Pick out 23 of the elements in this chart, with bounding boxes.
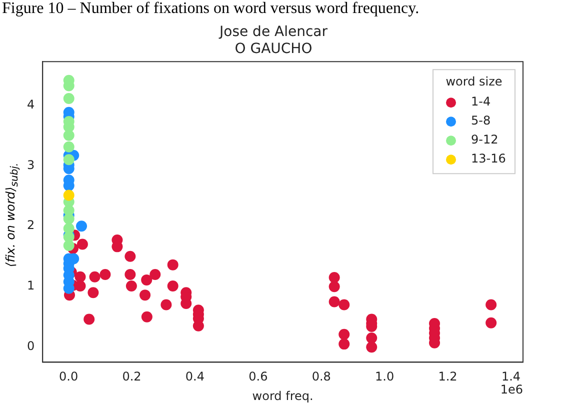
y-tick-label: 0 — [26, 339, 35, 354]
chart-subtitle: O GAUCHO — [234, 40, 312, 57]
y-tick-label: 4 — [26, 97, 35, 112]
legend-label: 5-8 — [471, 114, 491, 128]
legend-title: word size — [446, 74, 502, 89]
legend-label: 9-12 — [471, 132, 498, 147]
x-tick-label: 0.2 — [122, 370, 142, 384]
x-tick-label: 1.2 — [438, 370, 458, 384]
x-tick-label: 0.8 — [312, 370, 331, 384]
text: 1e6 — [500, 382, 523, 396]
y-tick-label: 3 — [26, 158, 35, 172]
x-tick-label: 1.0 — [375, 370, 394, 384]
legend-label: 1-4 — [471, 94, 491, 109]
x-tick-label: 0.4 — [185, 370, 205, 384]
x-tick-label: 0.0 — [59, 370, 78, 384]
x-tick-label: 1.4 — [501, 370, 521, 384]
y-tick-label: 2 — [26, 218, 35, 232]
x-tick-label: 0.6 — [248, 370, 268, 384]
legend-label: 13-16 — [471, 152, 506, 166]
chart-title: Jose de Alencar — [218, 24, 328, 40]
caption: Figure 10 – Number of fixations on word versus word frequency. — [2, 0, 420, 18]
x-axis-title: word freq. — [252, 388, 314, 403]
y-tick-label: 1 — [26, 278, 35, 293]
